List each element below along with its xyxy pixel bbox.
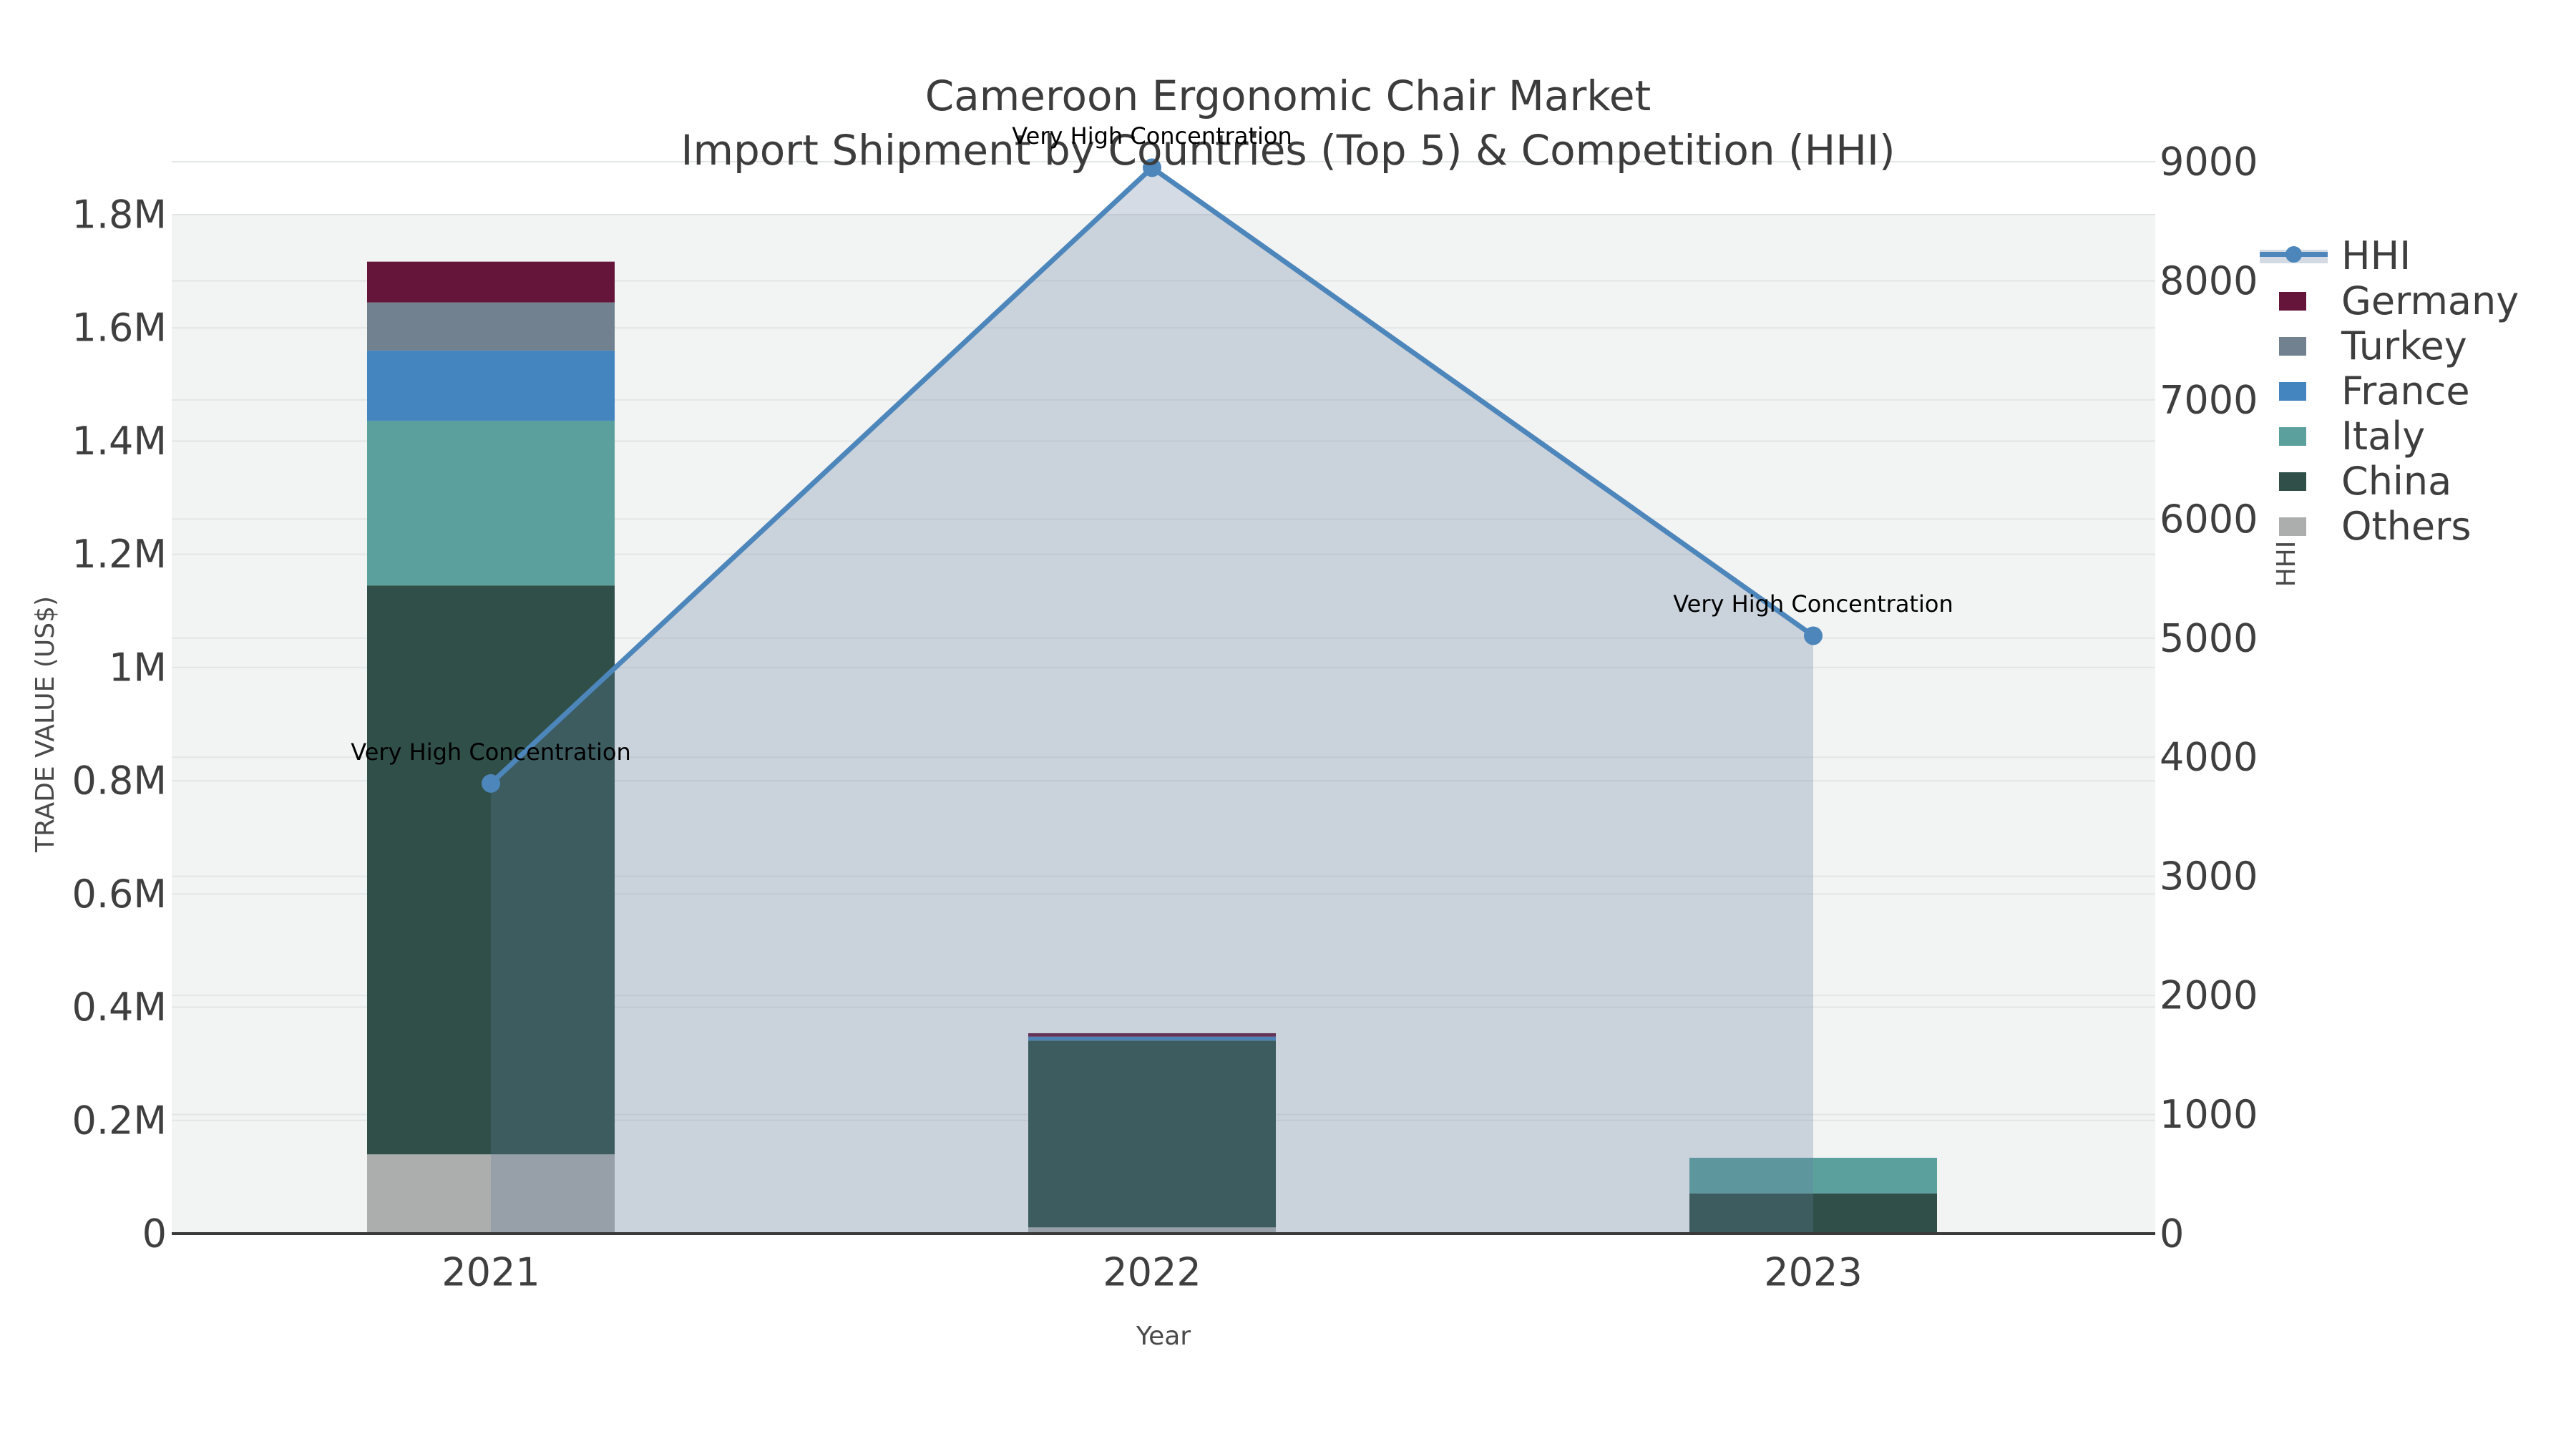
y-right-tick: 3000 [2160, 854, 2258, 899]
bar-segment-france [367, 350, 615, 421]
hhi-marker-2023 [1804, 626, 1823, 645]
legend-label: Turkey [2341, 323, 2467, 369]
y-left-tick: 1.4M [72, 419, 167, 464]
legend-item-china[interactable]: China [2260, 459, 2519, 504]
legend-item-france[interactable]: France [2260, 369, 2519, 414]
color-swatch-icon [2260, 334, 2331, 358]
bar-segment-germany [1028, 1033, 1276, 1037]
bar-segment-others [367, 1154, 615, 1234]
bar-segment-italy [367, 420, 615, 586]
bar-2021 [367, 261, 615, 1234]
hhi-marker-2022 [1143, 158, 1161, 177]
hhi-area-fill [491, 167, 1813, 1234]
y-left-tick: 0.4M [72, 985, 167, 1030]
legend-label: France [2341, 369, 2470, 414]
x-tick: 2023 [1764, 1250, 1862, 1295]
legend-item-italy[interactable]: Italy [2260, 414, 2519, 459]
chart-title-line1: Cameroon Ergonomic Chair Market [924, 72, 1652, 120]
legend-label: Italy [2341, 414, 2426, 459]
legend-item-hhi[interactable]: HHI [2260, 233, 2519, 278]
legend-item-others[interactable]: Others [2260, 504, 2519, 549]
bar-segment-turkey [367, 302, 615, 351]
y-left-axis-title: TRADE VALUE (US$) [31, 595, 60, 853]
bar-segment-germany [367, 261, 615, 303]
legend: HHI Germany Turkey France Italy China Others [2260, 233, 2519, 549]
bar-2023 [1689, 1157, 1937, 1234]
y-right-tick: 1000 [2160, 1092, 2258, 1137]
y-left-tick: 1.8M [72, 192, 167, 238]
y-left-tick: 0.2M [72, 1098, 167, 1143]
chart-title-line2: Import Shipment by Countries (Top 5) & C… [680, 126, 1896, 175]
legend-label: HHI [2341, 233, 2411, 278]
y-right-tick: 7000 [2160, 377, 2258, 422]
y-right-tick: 0 [2160, 1211, 2184, 1257]
color-swatch-icon [2260, 289, 2331, 313]
y-left-tick: 0 [142, 1211, 167, 1257]
y-left-tick: 1.2M [72, 532, 167, 577]
stacked-bars [367, 261, 1937, 1234]
y-left-tick: 1.6M [72, 306, 167, 351]
color-swatch-icon [2260, 469, 2331, 494]
y-left-tick: 0.6M [72, 872, 167, 917]
y-right-tick: 6000 [2160, 497, 2258, 542]
legend-label: Others [2341, 504, 2472, 549]
annotation-very-high-concentration-2023: Very High Concentration [1673, 590, 1953, 618]
annotation-very-high-concentration-2021: Very High Concentration [351, 738, 631, 766]
bar-segment-italy [1689, 1157, 1937, 1194]
bar-segment-china [1028, 1040, 1276, 1228]
x-tick: 2022 [1103, 1250, 1201, 1295]
chart-title: Cameroon Ergonomic Chair Market Import S… [0, 69, 2576, 177]
tick-labels: 0 0.2M 0.4M 0.6M 0.8M 1M 1.2M 1.4M 1.6M 1.8M 0 1000… [72, 140, 2258, 1295]
y-right-tick: 5000 [2160, 615, 2258, 660]
y-right-tick: 2000 [2160, 973, 2258, 1018]
legend-label: China [2341, 459, 2452, 504]
y-left-tick: 1M [109, 645, 167, 690]
bar-segment-france [1028, 1036, 1276, 1041]
y-right-tick: 9000 [2160, 140, 2258, 185]
bar-2022 [1028, 1033, 1276, 1234]
hhi-marker-2021 [482, 774, 500, 793]
annotation-very-high-concentration-2022: Very High Concentration [1012, 122, 1292, 150]
color-swatch-icon [2260, 379, 2331, 404]
x-axis-title: Year [1136, 1322, 1191, 1351]
bar-segment-china [1689, 1193, 1937, 1234]
legend-item-germany[interactable]: Germany [2260, 278, 2519, 323]
color-swatch-icon [2260, 514, 2331, 539]
legend-label: Germany [2341, 278, 2519, 323]
x-tick: 2021 [441, 1250, 540, 1295]
y-right-tick: 8000 [2160, 258, 2258, 303]
color-swatch-icon [2260, 424, 2331, 449]
y-right-tick: 4000 [2160, 735, 2258, 780]
legend-item-turkey[interactable]: Turkey [2260, 323, 2519, 369]
y-left-tick: 0.8M [72, 758, 167, 804]
bar-segment-china [367, 585, 615, 1155]
bar-segment-others [1028, 1227, 1276, 1234]
hhi-line-swatch-icon [2260, 244, 2331, 268]
